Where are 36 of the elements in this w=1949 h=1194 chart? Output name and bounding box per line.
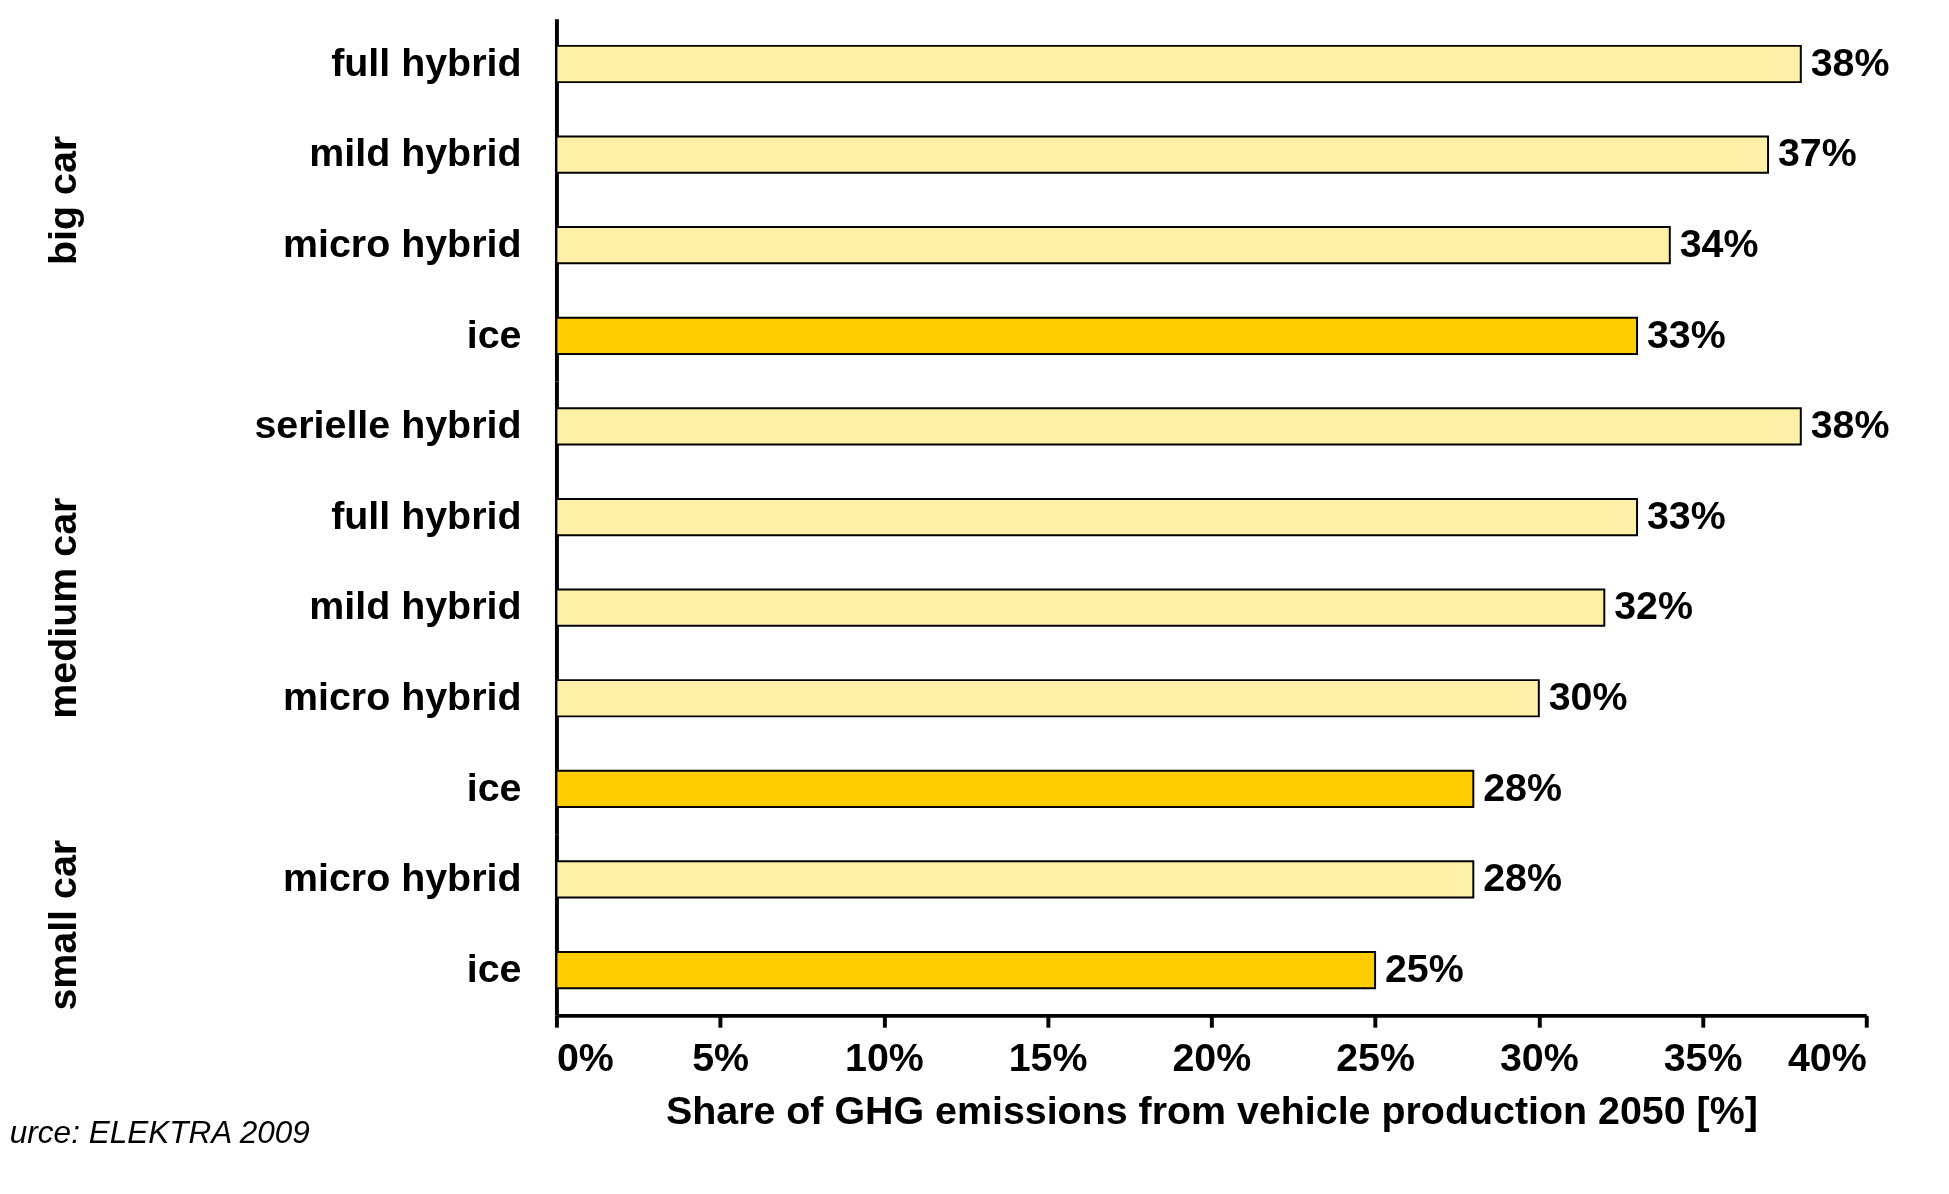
data-label: 38% xyxy=(1810,39,1890,84)
x-tick-label: 0% xyxy=(556,1035,614,1079)
y-tick-label: micro hybrid xyxy=(282,855,522,900)
data-label: 28% xyxy=(1483,764,1562,809)
x-tick-label: 25% xyxy=(1336,1035,1415,1079)
y-tick-label: micro hybrid xyxy=(282,674,522,719)
x-axis-title: Share of GHG emissions from vehicle production 2050 [%] xyxy=(665,1088,1758,1133)
x-tick-label: 10% xyxy=(844,1035,924,1079)
data-label: 28% xyxy=(1483,855,1562,900)
y-axis-title: small car xyxy=(40,839,85,1011)
data-label: 37% xyxy=(1777,130,1857,175)
y-axis-title: big car xyxy=(40,135,85,265)
y-tick-label: mild hybrid xyxy=(309,583,522,628)
x-tick-label: 5% xyxy=(692,1035,750,1079)
data-label: 30% xyxy=(1548,674,1628,719)
data-label: 33% xyxy=(1646,492,1726,537)
text: urce: ELEKTRA 2009 xyxy=(9,1114,310,1151)
x-tick-label: 30% xyxy=(1499,1035,1579,1079)
x-tick-label: 20% xyxy=(1172,1035,1252,1079)
x-tick-label: 40% xyxy=(1787,1035,1867,1079)
data-label: 34% xyxy=(1679,221,1759,266)
data-label: 33% xyxy=(1646,311,1726,356)
x-tick-label: 15% xyxy=(1008,1035,1088,1079)
data-label: 25% xyxy=(1384,945,1464,990)
x-tick-label: 35% xyxy=(1663,1035,1743,1079)
y-tick-label: serielle hybrid xyxy=(254,402,522,447)
data-label: 32% xyxy=(1614,583,1693,628)
y-tick-label: full hybrid xyxy=(331,39,522,84)
y-tick-label: micro hybrid xyxy=(282,221,522,266)
y-tick-label: ice xyxy=(466,764,522,809)
y-tick-label: ice xyxy=(466,945,522,990)
y-tick-label: ice xyxy=(466,311,522,356)
y-tick-label: full hybrid xyxy=(331,492,522,537)
y-tick-label: mild hybrid xyxy=(309,130,522,175)
y-axis-title: medium car xyxy=(40,497,85,719)
data-label: 38% xyxy=(1810,402,1890,447)
